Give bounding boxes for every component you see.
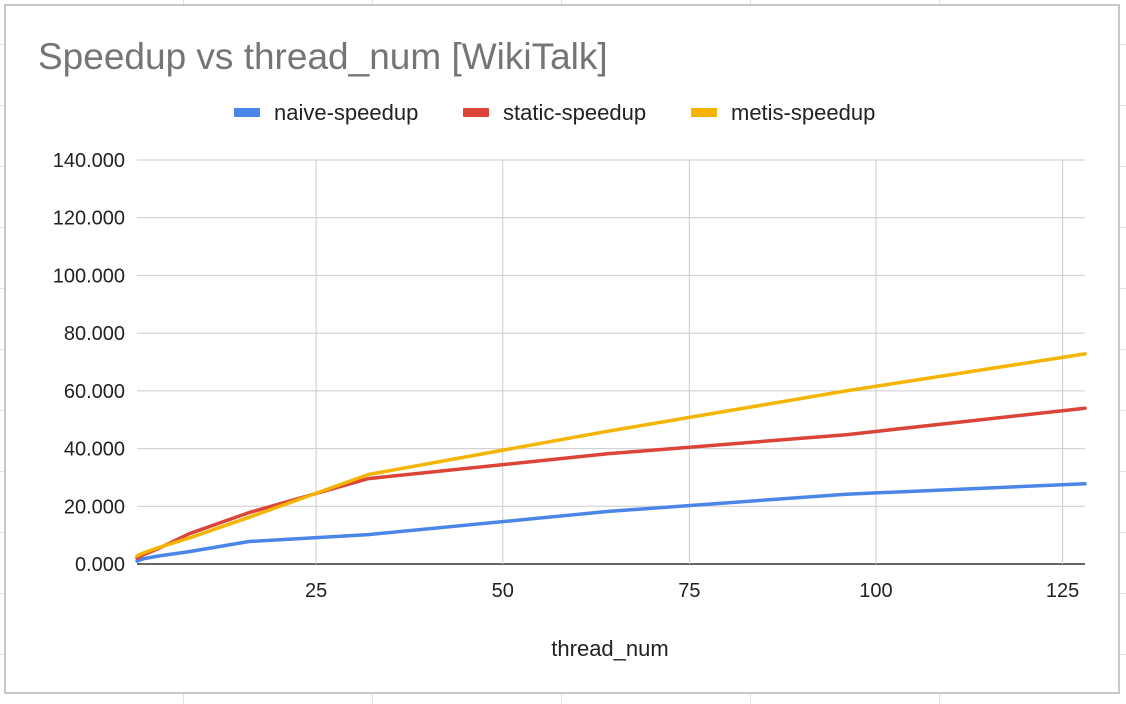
y-tick-label: 80.000 — [64, 323, 125, 345]
legend-swatch-naive-speedup — [234, 108, 260, 117]
chart-title: Speedup vs thread_num [WikiTalk] — [38, 36, 608, 77]
x-tick-label: 100 — [859, 580, 892, 602]
x-tick-label: 125 — [1046, 580, 1079, 602]
legend-swatch-static-speedup — [463, 108, 489, 117]
y-tick-label: 40.000 — [64, 439, 125, 461]
chart-card[interactable] — [4, 4, 1120, 694]
legend: naive-speedup static-speedup metis-speedup — [234, 100, 875, 125]
x-axis-title: thread_num — [551, 636, 668, 661]
x-tick-label: 75 — [678, 580, 700, 602]
legend-swatch-metis-speedup — [691, 108, 717, 117]
y-tick-label: 60.000 — [64, 381, 125, 403]
y-tick-label: 100.000 — [53, 265, 125, 287]
series-line-metis-speedup[interactable] — [135, 352, 1087, 558]
y-tick-label: 20.000 — [64, 496, 125, 518]
x-tick-label: 50 — [492, 580, 514, 602]
legend-label-metis-speedup[interactable]: metis-speedup — [731, 100, 875, 125]
legend-label-static-speedup[interactable]: static-speedup — [503, 100, 646, 125]
y-tick-label: 140.000 — [53, 150, 125, 172]
series-lines — [135, 352, 1087, 563]
series-line-naive-speedup[interactable] — [135, 482, 1087, 563]
grid-lines — [137, 159, 1085, 565]
axis-tick-labels: 0.000 20.000 40.000 60.000 80.000 100.000 120.… — [53, 150, 1080, 602]
legend-label-naive-speedup[interactable]: naive-speedup — [274, 100, 418, 125]
y-tick-label: 0.000 — [75, 554, 125, 576]
x-tick-label: 25 — [305, 580, 327, 602]
y-tick-label: 120.000 — [53, 208, 125, 230]
